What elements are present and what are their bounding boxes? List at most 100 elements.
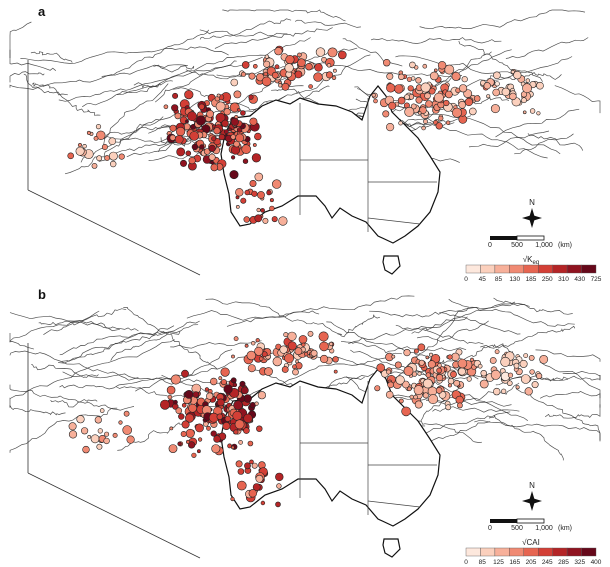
intensity-point [223, 129, 229, 134]
cyclone-track [9, 71, 45, 83]
intensity-point [208, 153, 216, 161]
intensity-point [256, 73, 265, 82]
intensity-point [188, 441, 196, 449]
cyclone-track [20, 46, 229, 64]
intensity-point [180, 159, 188, 167]
intensity-point [230, 78, 239, 87]
intensity-point [211, 136, 217, 142]
scale-bar: 0 500 1,000 (km) [488, 235, 572, 249]
intensity-point [429, 71, 439, 81]
legend-tick-label: 185 [526, 276, 537, 283]
intensity-point [235, 188, 244, 197]
intensity-point [398, 120, 403, 126]
intensity-point [191, 452, 197, 458]
intensity-point [101, 144, 108, 151]
intensity-point [236, 127, 243, 133]
intensity-point [398, 73, 405, 81]
intensity-point [501, 87, 510, 97]
cyclone-track [82, 83, 160, 108]
intensity-point [216, 398, 225, 407]
intensity-point [272, 179, 282, 189]
intensity-point [252, 143, 257, 147]
intensity-point [238, 440, 243, 445]
intensity-point [187, 111, 197, 122]
cyclone-track [369, 301, 516, 318]
legend-tick-label: 250 [542, 276, 553, 283]
cyclone-track [222, 9, 346, 22]
intensity-point [247, 364, 256, 373]
intensity-point [220, 379, 227, 386]
cyclone-track [495, 108, 580, 138]
intensity-point [443, 99, 450, 107]
intensity-point [244, 462, 251, 470]
map-panel-b: b N 0 500 1,000 (km) √CAI 0 85 125 165 205 245 285… [0, 283, 610, 567]
intensity-point [235, 460, 243, 468]
intensity-point [82, 445, 90, 454]
tasmania [382, 255, 401, 275]
intensity-point [213, 127, 221, 135]
intensity-point [251, 340, 256, 346]
cyclone-track [133, 80, 173, 89]
intensity-point [96, 130, 106, 141]
intensity-point [445, 90, 453, 99]
intensity-point [176, 147, 186, 157]
intensity-point [171, 104, 179, 112]
intensity-point [122, 425, 132, 435]
cyclone-track [153, 64, 195, 73]
intensity-point [257, 191, 265, 199]
intensity-point [185, 413, 195, 423]
cyclone-track [61, 320, 200, 362]
intensity-point [406, 76, 413, 82]
intensity-point [397, 96, 406, 105]
intensity-point [240, 197, 247, 204]
intensity-point [417, 343, 426, 352]
legend-swatch [494, 547, 510, 557]
intensity-point [243, 413, 253, 424]
intensity-point [262, 217, 269, 224]
intensity-point [215, 112, 226, 123]
intensity-point [266, 190, 272, 196]
cyclone-track [395, 324, 484, 345]
intensity-point [254, 214, 263, 223]
scale-bar-segment [516, 518, 545, 524]
intensity-point [243, 216, 250, 223]
intensity-point [477, 363, 483, 369]
intensity-point [239, 380, 246, 387]
intensity-point [103, 437, 110, 445]
intensity-point [493, 387, 501, 396]
cyclone-track [9, 21, 32, 58]
intensity-point [459, 84, 468, 93]
intensity-point [456, 402, 463, 409]
intensity-point [436, 367, 442, 374]
intensity-point [447, 354, 453, 360]
cyclone-track [205, 298, 343, 335]
intensity-point [425, 355, 430, 360]
legend-swatch [538, 547, 553, 557]
intensity-point [275, 501, 281, 508]
intensity-point [284, 63, 294, 73]
intensity-point [292, 368, 299, 376]
cyclone-track [539, 361, 601, 408]
intensity-point [112, 432, 118, 438]
legend-tick-label: 325 [574, 559, 585, 566]
intensity-point [451, 107, 462, 118]
intensity-point [418, 359, 425, 366]
intensity-point [407, 85, 414, 92]
intensity-point [458, 101, 467, 109]
intensity-point [118, 420, 123, 425]
intensity-point [332, 356, 339, 363]
intensity-point [506, 380, 513, 386]
intensity-point [216, 413, 224, 420]
cyclone-track [115, 343, 302, 387]
intensity-point [242, 158, 249, 164]
intensity-point [409, 61, 416, 69]
intensity-point [494, 349, 500, 355]
intensity-point [178, 413, 185, 420]
intensity-point [490, 369, 501, 380]
intensity-point [263, 60, 271, 68]
cyclone-track [411, 316, 468, 334]
intensity-point [297, 52, 302, 58]
legend-swatch [523, 547, 539, 557]
cyclone-track [448, 298, 575, 327]
australia-mainland [220, 85, 441, 244]
